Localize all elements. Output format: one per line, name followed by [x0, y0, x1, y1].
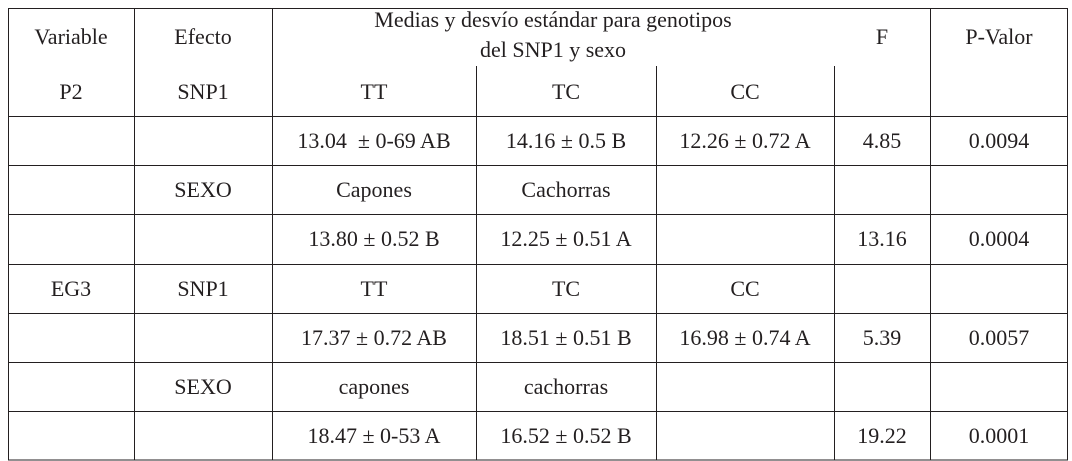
table-cell: 16.98 ± 0.74 A	[679, 325, 811, 350]
table-cell: 5.39	[862, 325, 902, 350]
table-cell: 12.25 ± 0.51 A	[500, 226, 632, 251]
table-cell: 13.16	[857, 226, 907, 251]
table-cell: CC	[730, 276, 760, 301]
table-cell: 13.80 ± 0.52 B	[308, 226, 440, 251]
table-cell: EG3	[50, 276, 92, 301]
header-f: F	[875, 24, 889, 49]
table-cell: 0.0057	[968, 325, 1030, 350]
table-cell: 14.16 ± 0.5 B	[505, 128, 627, 153]
table-cell: TC	[551, 276, 581, 301]
table-cell: 18.51 ± 0.51 B	[500, 325, 632, 350]
header-variable: Variable	[34, 24, 108, 49]
header-efecto: Efecto	[174, 24, 232, 49]
table-cell: 0.0094	[968, 128, 1030, 153]
table-cell: capones	[338, 374, 410, 399]
header-medias: Medias y desvío estándar para genotipos	[374, 7, 732, 32]
header-medias: del SNP1 y sexo	[479, 37, 627, 62]
table-cell: 17.37 ± 0.72 AB	[301, 325, 447, 350]
table-cell: TC	[551, 79, 581, 104]
table-cell: 12.26 ± 0.72 A	[679, 128, 811, 153]
table-cell: TT	[360, 79, 388, 104]
table-cell: cachorras	[523, 374, 609, 399]
table-cell: Cachorras	[521, 177, 611, 202]
table-cell: 13.04 ± 0-69 AB	[297, 128, 451, 153]
table-cell: 0.0004	[968, 226, 1030, 251]
table-cell: 16.52 ± 0.52 B	[500, 423, 632, 448]
table-cell: SNP1	[177, 276, 229, 301]
header-p-valor: P-Valor	[965, 24, 1033, 49]
table-cell: SEXO	[174, 177, 232, 202]
table-cell: 18.47 ± 0-53 A	[307, 423, 441, 448]
table-cell: TT	[360, 276, 388, 301]
table-cell: 0.0001	[968, 423, 1030, 448]
table-cell: SNP1	[177, 79, 229, 104]
table-cell: P2	[59, 79, 83, 104]
table-cell: Capones	[336, 177, 412, 202]
table-cell: 4.85	[862, 128, 902, 153]
table-cell: SEXO	[174, 374, 232, 399]
table-cell: CC	[730, 79, 760, 104]
table-cell: 19.22	[857, 423, 907, 448]
